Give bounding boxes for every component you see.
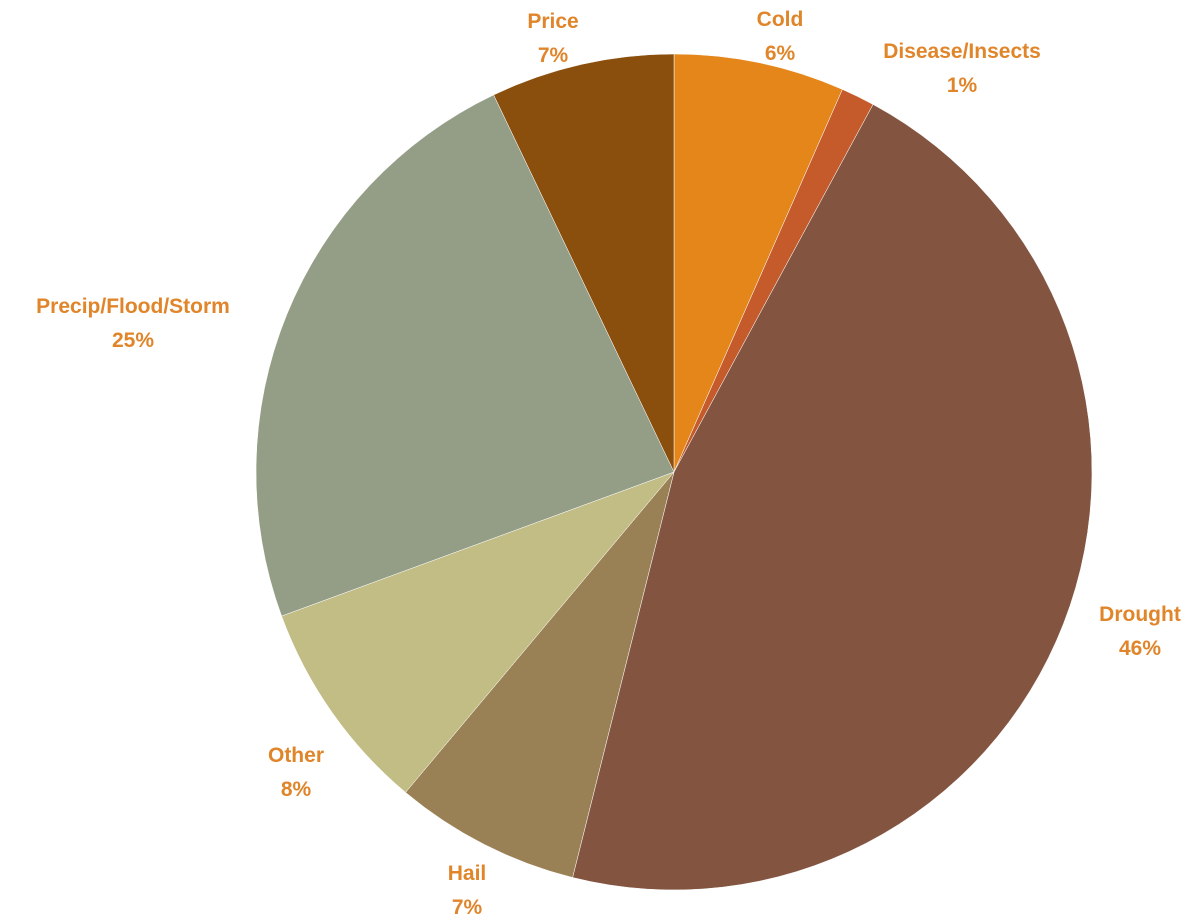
- slice-label-name: Cold: [757, 8, 804, 31]
- pie-slice-drought: [572, 104, 1093, 891]
- slice-label-percent: 6%: [765, 42, 796, 65]
- slice-label-name: Drought: [1099, 603, 1181, 626]
- pie-slice-cold: [673, 53, 843, 473]
- slice-label-hail: Hail 7%: [448, 862, 487, 919]
- slice-label-percent: 8%: [281, 778, 312, 801]
- pie-slice-price: [493, 53, 675, 473]
- slice-label-name: Other: [268, 744, 324, 767]
- pie-slice-precip-flood-storm: [255, 94, 675, 617]
- slice-label-percent: 25%: [112, 329, 154, 352]
- pie-slices: [255, 53, 1093, 891]
- slice-label-name: Price: [527, 10, 578, 33]
- slice-label-name: Hail: [448, 862, 487, 885]
- slice-label-cold: Cold 6%: [757, 8, 804, 65]
- slice-label-name: Precip/Flood/Storm: [36, 295, 230, 318]
- slice-label-precip-flood-storm: Precip/Flood/Storm 25%: [36, 295, 230, 352]
- pie-labels: Cold 6% Disease/Insects 1% Drought 46% Hail 7% O…: [36, 8, 1181, 919]
- slice-label-price: Price 7%: [527, 10, 578, 67]
- pie-slice-other: [281, 471, 675, 793]
- pie-slice-hail: [405, 471, 675, 878]
- slice-label-percent: 1%: [947, 74, 978, 97]
- slice-label-drought: Drought 46%: [1099, 603, 1181, 660]
- slice-label-percent: 46%: [1119, 637, 1161, 660]
- slice-label-percent: 7%: [452, 896, 483, 919]
- slice-label-disease-insects: Disease/Insects 1%: [883, 40, 1041, 97]
- slice-label-other: Other 8%: [268, 744, 324, 801]
- slice-label-percent: 7%: [538, 44, 569, 67]
- slice-label-name: Disease/Insects: [883, 40, 1041, 63]
